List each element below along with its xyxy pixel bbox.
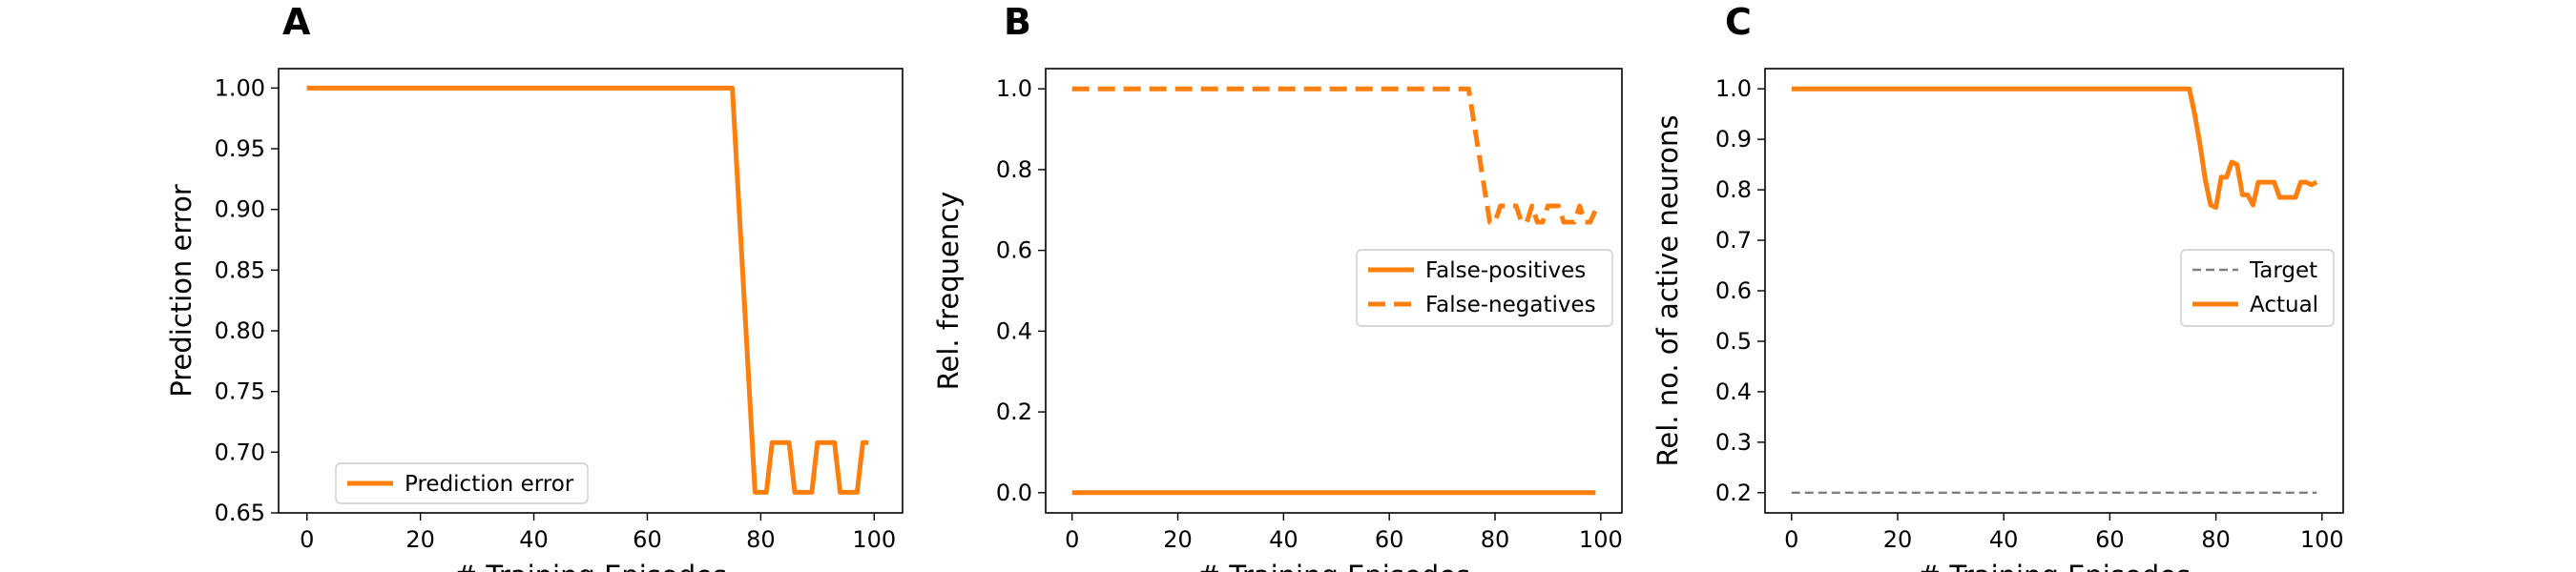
series-line-prediction-error: [306, 85, 869, 495]
y-tick-label: 0.90: [215, 196, 265, 223]
y-tick-label: 0.2: [1715, 480, 1752, 506]
y-tick-label: 0.4: [1715, 378, 1752, 405]
legend: False-positives False-negatives: [1356, 249, 1613, 327]
y-axis-label: Prediction error: [165, 184, 197, 398]
x-axis-label: # Training Episodes: [1918, 560, 2191, 572]
x-tick-label: 20: [405, 526, 435, 553]
x-tick-label: 80: [746, 526, 776, 553]
panel-c: C 0 20 40 60 80 100 0.2 0.3 0.4 0.5 0.6 0.7 0.8 0.9 1.0…: [1652, 1, 2344, 572]
x-tick-label: 100: [2300, 526, 2344, 553]
panel-letter: C: [1725, 1, 1752, 43]
legend-label: Actual: [2250, 293, 2318, 317]
series-line-actual: [1791, 86, 2318, 211]
y-tick-label: 0.95: [215, 135, 265, 162]
y-tick-label: 1.00: [215, 74, 265, 101]
legend-label: Target: [2249, 258, 2317, 283]
x-tick-label: 40: [1269, 526, 1298, 553]
y-axis-label: Rel. frequency: [932, 192, 965, 391]
panel-letter: A: [282, 1, 311, 43]
legend-label: False-positives: [1425, 258, 1586, 283]
x-tick-label: 100: [852, 526, 896, 553]
y-tick-label: 0.4: [996, 317, 1032, 344]
y-tick-label: 0.2: [996, 398, 1032, 425]
x-tick-label: 20: [1883, 526, 1913, 553]
x-tick-label: 40: [1989, 526, 2019, 553]
y-tick-label: 0.5: [1715, 328, 1752, 355]
x-tick-label: 80: [2201, 526, 2231, 553]
y-tick-label: 0.8: [1715, 176, 1752, 203]
y-tick-label: 0.85: [215, 256, 265, 283]
y-tick-label: 0.8: [996, 156, 1032, 183]
y-tick-label: 0.7: [1715, 227, 1752, 254]
x-axis-label: # Training Episodes: [454, 560, 727, 572]
y-tick-label: 0.6: [996, 237, 1032, 264]
axes-frame: [278, 68, 904, 514]
y-tick-label: 0.9: [1715, 126, 1752, 153]
x-tick-label: 60: [2095, 526, 2125, 553]
y-tick-label: 0.80: [215, 317, 265, 344]
y-tick-label: 0.6: [1715, 277, 1752, 304]
x-tick-label: 0: [300, 526, 314, 553]
x-tick-label: 80: [1481, 526, 1510, 553]
legend-box: [1356, 249, 1613, 327]
legend: Prediction error: [335, 462, 589, 504]
x-tick-label: 100: [1579, 526, 1623, 553]
y-tick-label: 0.65: [215, 500, 265, 526]
x-tick-label: 60: [633, 526, 662, 553]
y-tick-label: 0.70: [215, 439, 265, 465]
y-tick-label: 0.3: [1715, 429, 1752, 456]
x-tick-label: 20: [1163, 526, 1193, 553]
series-line-false-negatives: [1071, 86, 1598, 225]
x-tick-label: 60: [1375, 526, 1404, 553]
panel-b: B 0 20 40 60 80 100 0.0 0.2 0.4 0.6 0.8 1.0 # Trainin…: [932, 1, 1623, 572]
y-tick-label: 1.0: [996, 75, 1032, 102]
legend: Target Actual: [2180, 249, 2335, 327]
y-axis-label: Rel. no. of active neurons: [1652, 115, 1684, 467]
y-tick-label: 1.0: [1715, 75, 1752, 102]
legend-box: [335, 462, 589, 504]
legend-label: False-negatives: [1425, 293, 1596, 317]
x-axis-label: # Training Episodes: [1197, 560, 1470, 572]
panel-a: A 0 20 40 60 80 100 0.65 0.70 0.75 0.80 0.85 0.90 0.9…: [165, 1, 904, 572]
x-tick-label: 40: [519, 526, 549, 553]
x-tick-label: 0: [1784, 526, 1798, 553]
panel-letter: B: [1004, 1, 1031, 43]
legend-label: Prediction error: [405, 472, 574, 497]
y-tick-label: 0.0: [996, 480, 1032, 506]
axes-frame: [1045, 68, 1623, 514]
y-tick-label: 0.75: [215, 378, 265, 405]
x-tick-label: 0: [1065, 526, 1079, 553]
